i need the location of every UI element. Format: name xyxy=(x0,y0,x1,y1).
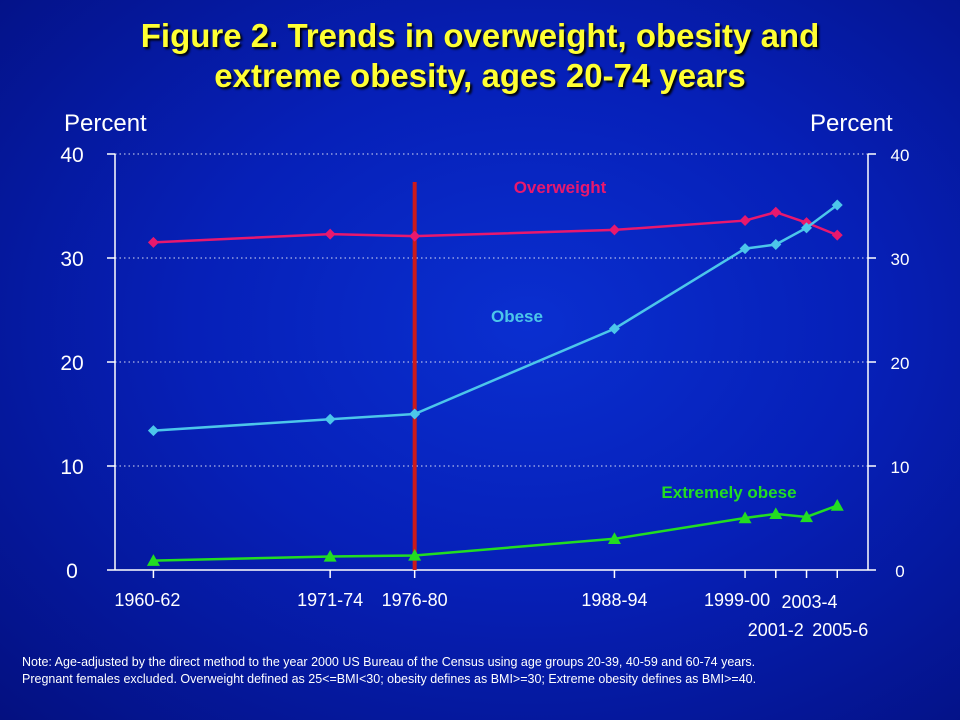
data-point-obese xyxy=(739,243,751,255)
y-tick-label-left: 30 xyxy=(60,248,83,271)
x-tick-label: 1971-74 xyxy=(297,590,363,610)
chart-title-line-1: Figure 2. Trends in overweight, obesity … xyxy=(140,17,820,54)
y-tick-label-right: 20 xyxy=(891,354,910,373)
series-label-overweight: Overweight xyxy=(514,178,607,197)
y-tick-label-left: 10 xyxy=(60,456,83,479)
data-point-overweight xyxy=(770,206,782,218)
data-point-extremely-obese xyxy=(769,507,783,520)
x-tick-label: 2003-4 xyxy=(781,592,837,612)
y-axis-label-right: Percent xyxy=(810,110,893,137)
y-tick-label-right: 40 xyxy=(891,146,910,165)
series-line-overweight xyxy=(153,210,838,244)
x-tick-label: 1988-94 xyxy=(581,590,647,610)
footnote: Note: Age-adjusted by the direct method … xyxy=(22,654,942,688)
data-point-overweight xyxy=(147,236,159,248)
data-point-extremely-obese xyxy=(830,499,844,511)
y-tick-label-right: 10 xyxy=(891,458,910,477)
x-tick-label: 1960-62 xyxy=(114,590,180,610)
line-chart: 0 0 10 10 20 20 30 30 40 40 1960-62 1971-74 1976-80 1… xyxy=(60,144,910,640)
series-label-extremely-obese: Extremely obese xyxy=(661,483,796,502)
footnote-line-2: Pregnant females excluded. Overweight de… xyxy=(22,672,757,686)
data-point-overweight xyxy=(739,215,751,227)
data-point-obese xyxy=(831,199,843,211)
data-point-overweight xyxy=(324,228,336,240)
data-point-obese xyxy=(147,425,159,437)
y-axis-label-left: Percent xyxy=(64,110,147,137)
chart-title: Figure 2. Trends in overweight, obesity … xyxy=(0,16,960,96)
data-point-overweight xyxy=(831,229,843,241)
data-point-obese xyxy=(409,408,421,420)
x-tick-label: 2005-6 xyxy=(812,620,868,640)
y-tick-label-right: 0 xyxy=(895,562,904,581)
footnote-line-1: Note: Age-adjusted by the direct method … xyxy=(22,655,756,669)
data-point-obese xyxy=(324,413,336,425)
data-point-extremely-obese xyxy=(146,554,160,566)
chart-title-line-2: extreme obesity, ages 20-74 years xyxy=(214,57,746,94)
data-point-obese xyxy=(801,222,813,234)
y-tick-label-right: 30 xyxy=(891,250,910,269)
series-line-extremely-obese xyxy=(153,504,838,562)
y-tick-label-left: 40 xyxy=(60,144,83,167)
data-point-overweight xyxy=(409,230,421,242)
data-point-obese xyxy=(770,238,782,250)
data-point-extremely-obese xyxy=(323,549,337,562)
y-tick-label-left: 0 xyxy=(66,560,78,583)
data-point-extremely-obese xyxy=(408,548,422,561)
x-tick-label: 1999-00 xyxy=(704,590,770,610)
series-line-obese xyxy=(153,203,839,432)
data-point-extremely-obese xyxy=(800,510,814,523)
data-point-obese xyxy=(608,323,620,335)
data-point-overweight xyxy=(608,224,620,236)
data-point-extremely-obese xyxy=(607,532,621,544)
x-tick-label: 1976-80 xyxy=(382,590,448,610)
data-point-extremely-obese xyxy=(738,511,752,524)
x-tick-label: 2001-2 xyxy=(748,620,804,640)
series-label-obese: Obese xyxy=(491,307,543,326)
y-tick-label-left: 20 xyxy=(60,352,83,375)
